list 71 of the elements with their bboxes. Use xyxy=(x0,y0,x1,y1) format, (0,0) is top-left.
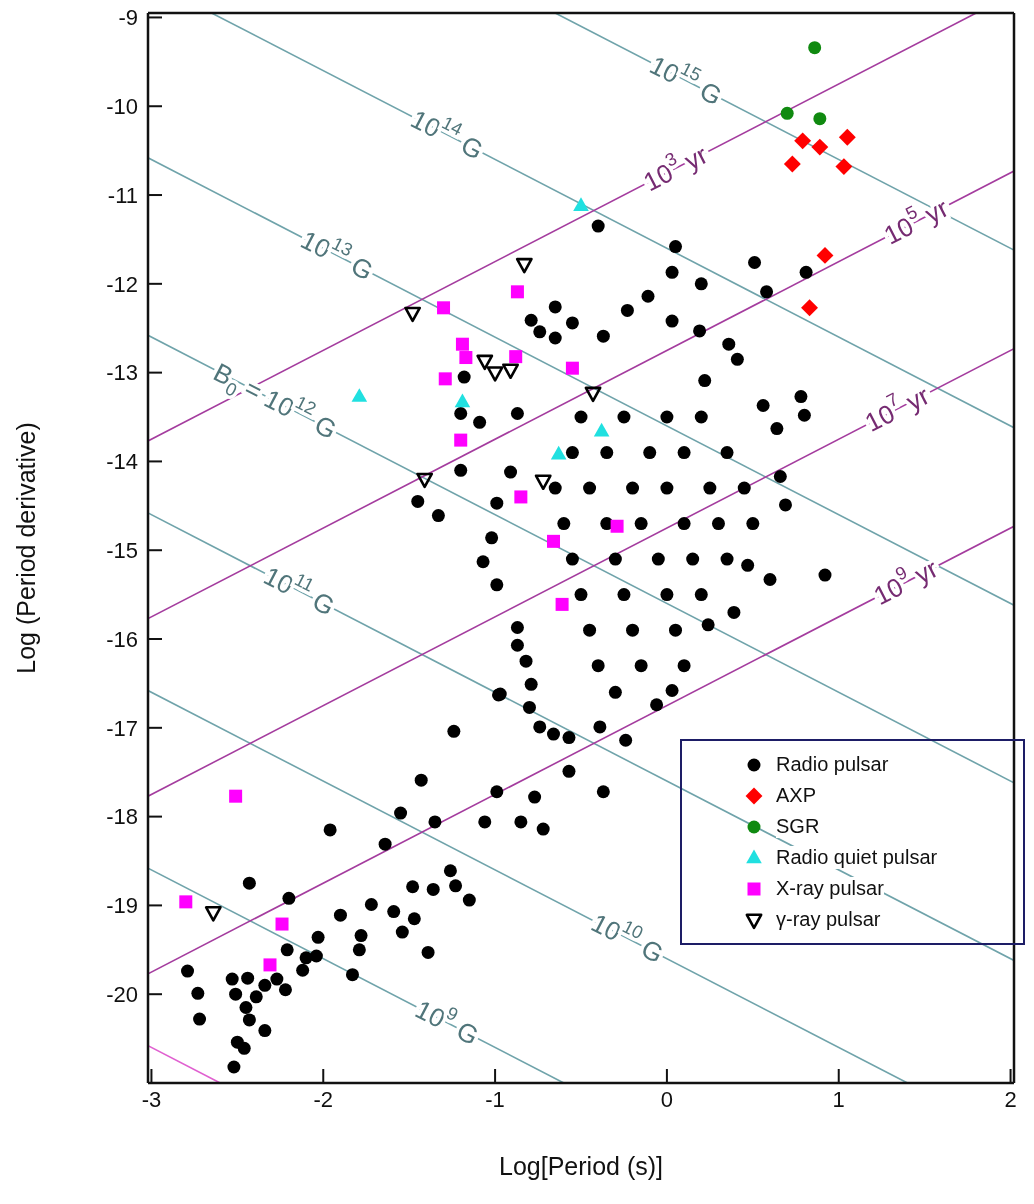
point xyxy=(838,128,856,146)
annotation: 10$^{7}$ yr xyxy=(860,379,935,438)
point xyxy=(416,472,434,489)
point xyxy=(593,422,610,437)
point xyxy=(565,361,579,375)
point xyxy=(555,597,569,611)
point xyxy=(783,155,801,173)
point xyxy=(780,106,794,120)
point xyxy=(514,490,528,504)
point xyxy=(811,138,829,156)
x-tick-label: -1 xyxy=(485,1086,505,1112)
y-tick-label: -9 xyxy=(118,5,138,31)
point xyxy=(459,351,473,365)
point xyxy=(610,519,624,533)
point xyxy=(454,433,468,447)
point xyxy=(550,445,567,460)
point xyxy=(486,366,504,382)
point xyxy=(179,895,193,909)
x-tick-label: 2 xyxy=(1004,1086,1017,1112)
point xyxy=(509,350,523,364)
annotation: 10$^{9}$ G xyxy=(410,994,484,1052)
point xyxy=(404,306,422,323)
point xyxy=(808,41,822,55)
point xyxy=(584,386,602,403)
point xyxy=(455,337,469,351)
x-tick-label: -2 xyxy=(313,1086,334,1112)
y-tick-label: -13 xyxy=(106,360,138,386)
point xyxy=(534,474,552,491)
legend-label: Radio pulsar xyxy=(776,753,889,776)
legend-label: SGR xyxy=(776,815,820,838)
x-axis-title: Log[Period (s)] xyxy=(499,1152,663,1180)
point xyxy=(547,534,561,548)
point xyxy=(573,197,589,211)
legend-label: γ-ray pulsar xyxy=(776,908,881,931)
legend-label: Radio quiet pulsar xyxy=(776,846,938,869)
y-tick-label: -12 xyxy=(106,271,138,297)
point xyxy=(835,158,853,176)
y-tick-label: -10 xyxy=(106,94,138,120)
y-tick-label: -15 xyxy=(106,538,138,564)
x-tick-label: -3 xyxy=(141,1086,162,1112)
x-tick-label: 0 xyxy=(660,1086,674,1112)
y-tick-label: -19 xyxy=(106,893,138,919)
point xyxy=(263,958,277,972)
annotation: 10$^{9}$ yr xyxy=(868,553,944,612)
point xyxy=(351,388,368,402)
point xyxy=(204,906,222,922)
point xyxy=(454,393,471,408)
point xyxy=(438,372,452,386)
x-tick-label: 1 xyxy=(832,1086,845,1112)
point xyxy=(813,112,827,126)
point xyxy=(476,354,494,371)
point xyxy=(275,917,289,931)
y-axis-title: Log (Period derivative) xyxy=(11,422,40,674)
y-tick-label: -17 xyxy=(106,715,138,741)
point xyxy=(437,301,451,315)
point xyxy=(794,132,812,150)
y-tick-label: -16 xyxy=(106,626,138,652)
annotation: 10$^{5}$ yr xyxy=(879,192,954,251)
point xyxy=(229,789,243,803)
point xyxy=(515,257,533,274)
point xyxy=(502,363,519,380)
point xyxy=(801,299,818,317)
legend-label: X-ray pulsar xyxy=(776,877,884,900)
annotation: 10$^{3}$ yr xyxy=(638,139,713,198)
point xyxy=(510,285,524,299)
y-tick-label: -11 xyxy=(107,182,138,208)
point xyxy=(816,246,834,264)
y-tick-label: -18 xyxy=(106,804,138,830)
y-tick-label: -20 xyxy=(106,982,138,1008)
y-tick-label: -14 xyxy=(106,449,138,475)
legend-label: AXP xyxy=(776,784,817,807)
